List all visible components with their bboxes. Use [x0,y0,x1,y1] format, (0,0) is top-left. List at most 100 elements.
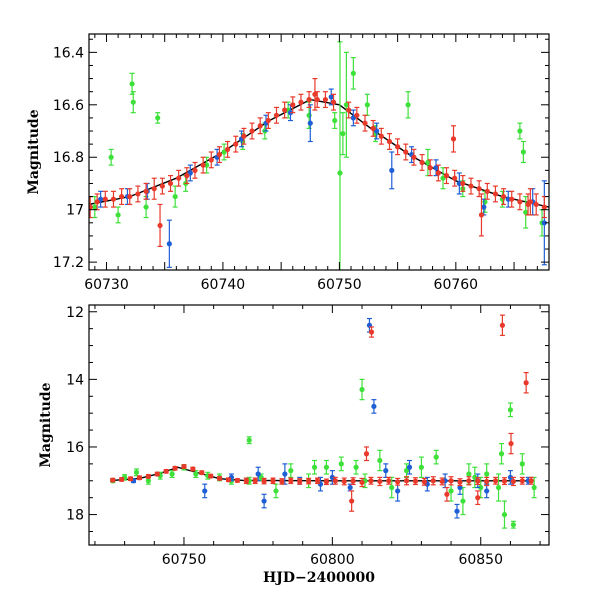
bottom-y-tick-label: 12 [66,305,84,321]
bottom-marker [433,454,439,460]
top-marker [395,144,401,150]
bottom-marker [531,484,537,491]
top-data-point [249,122,255,140]
bottom-marker [323,464,330,470]
bottom-x-tick-label: 60800 [310,552,355,568]
bottom-data-point [519,453,525,475]
bottom-marker [484,471,490,477]
top-marker [468,183,474,189]
bottom-x-axis-label: HJD−2400000 [263,570,375,586]
top-marker [482,199,488,205]
top-data-point [192,161,198,179]
bottom-data-point [199,470,205,476]
top-data-point [290,96,296,114]
top-marker [110,196,117,202]
bottom-marker [332,478,338,484]
bottom-marker [492,478,499,484]
bottom-data-point [270,477,276,485]
top-marker [159,183,165,189]
top-data-point [411,148,417,166]
bottom-data-point [255,466,261,482]
top-marker [332,117,338,124]
top-marker [273,112,280,118]
bottom-data-point [368,326,375,338]
bottom-series-2 [110,378,537,529]
bottom-data-point [317,476,324,492]
top-marker [476,186,482,192]
top-marker [517,128,523,134]
bottom-data-point [273,483,279,499]
bottom-data-point [395,477,401,486]
bottom-data-point [163,468,169,474]
top-series-2 [92,41,545,270]
top-marker [127,193,133,200]
top-data-point [157,203,163,247]
bottom-data-point [523,372,529,394]
top-y-tick-label: 16.8 [53,150,84,166]
top-data-point [176,169,182,187]
bottom-data-point [507,470,514,485]
bottom-data-point [323,478,330,486]
bottom-marker [507,474,514,480]
bottom-x-tick-label: 60850 [458,552,503,568]
bottom-marker [457,479,463,485]
bottom-marker [172,465,178,471]
top-data-point [492,185,499,203]
top-marker [184,173,190,179]
top-data-point [378,127,384,145]
top-marker [290,102,296,108]
top-marker [241,133,247,139]
top-y-axis-label: Magnitude [26,109,42,194]
bottom-marker [279,478,285,485]
bottom-data-point [314,477,321,485]
bottom-marker [484,488,490,494]
bottom-marker [499,322,506,328]
bottom-marker [389,484,395,491]
top-marker [346,107,352,113]
bottom-data-point [261,477,267,485]
bottom-y-tick-label: 14 [66,372,84,388]
bottom-data-point [208,473,214,479]
top-marker [233,141,239,147]
bottom-data-point [475,477,481,486]
top-data-point [241,127,247,145]
bottom-data-point [492,476,499,485]
bottom-axes-frame [88,304,550,546]
bottom-marker [528,478,534,484]
bottom-marker [478,484,484,491]
top-marker [130,99,136,105]
bottom-marker [395,479,401,485]
top-marker [403,149,409,155]
bottom-data-point [288,463,294,478]
top-marker [386,138,393,145]
top-marker [265,117,271,124]
top-marker [89,204,93,210]
top-x-tick-label: 60750 [317,277,362,293]
bottom-data-point [466,476,472,486]
bottom-marker [460,498,466,504]
top-data-point [362,114,368,132]
bottom-data-point [136,475,143,481]
bottom-data-point [421,477,427,486]
bottom-x-tick-label: 60750 [162,552,207,568]
bottom-marker [498,451,505,457]
bottom-marker [216,475,223,482]
top-marker [509,196,515,202]
bottom-data-point [145,473,151,479]
bottom-marker [475,478,481,484]
bottom-marker [323,479,330,485]
bottom-data-point [323,459,330,475]
bottom-data-point [154,471,160,477]
bottom-marker [199,470,205,476]
top-marker [337,170,343,176]
top-data-point [541,180,547,266]
top-data-point [298,93,304,111]
top-data-point [216,146,223,164]
top-data-point [343,51,349,158]
top-marker [517,199,523,205]
top-marker [364,102,370,108]
bottom-marker [234,477,240,484]
bottom-data-point [127,476,134,482]
top-data-point [500,188,507,206]
top-data-point [405,91,411,119]
